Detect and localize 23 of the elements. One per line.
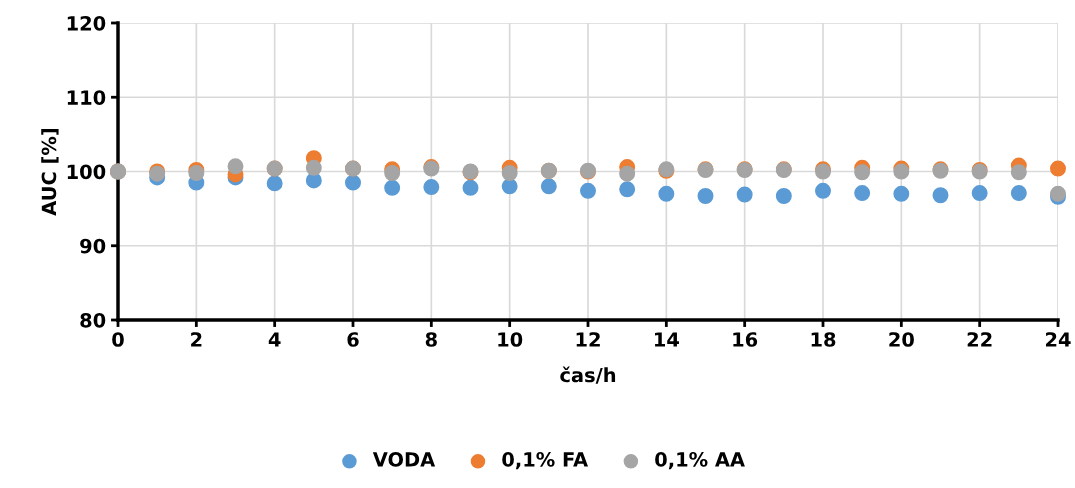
x-tick-label: 4 (268, 332, 281, 347)
y-tick-label: 80 (80, 312, 106, 328)
x-tick-label: 2 (191, 332, 202, 347)
y-axis-title: AUC [%] (41, 128, 59, 216)
x-tick-label: 0 (112, 332, 124, 347)
x-tick-label: 24 (1046, 332, 1071, 347)
y-tick-label: 100 (67, 164, 106, 180)
x-tick-label: 18 (811, 332, 836, 347)
y-tick-label: 110 (67, 90, 106, 105)
x-tick-label: 16 (733, 332, 758, 347)
y-tick-label: 90 (80, 238, 106, 254)
x-tick-label: 22 (967, 332, 992, 347)
legend-label: 0,1% FA (502, 452, 589, 470)
x-tick-label: 6 (347, 332, 359, 347)
y-tick-label: 120 (67, 15, 106, 31)
x-axis-title: čas/h (560, 366, 616, 384)
x-tick-label: 10 (498, 332, 523, 347)
x-tick-label: 14 (655, 332, 679, 347)
legend-label: 0,1% AA (655, 452, 745, 470)
x-tick-label: 20 (889, 332, 914, 347)
x-tick-label: 12 (576, 332, 600, 347)
x-tick-label: 8 (425, 332, 437, 347)
legend-label: VODA (372, 452, 436, 467)
